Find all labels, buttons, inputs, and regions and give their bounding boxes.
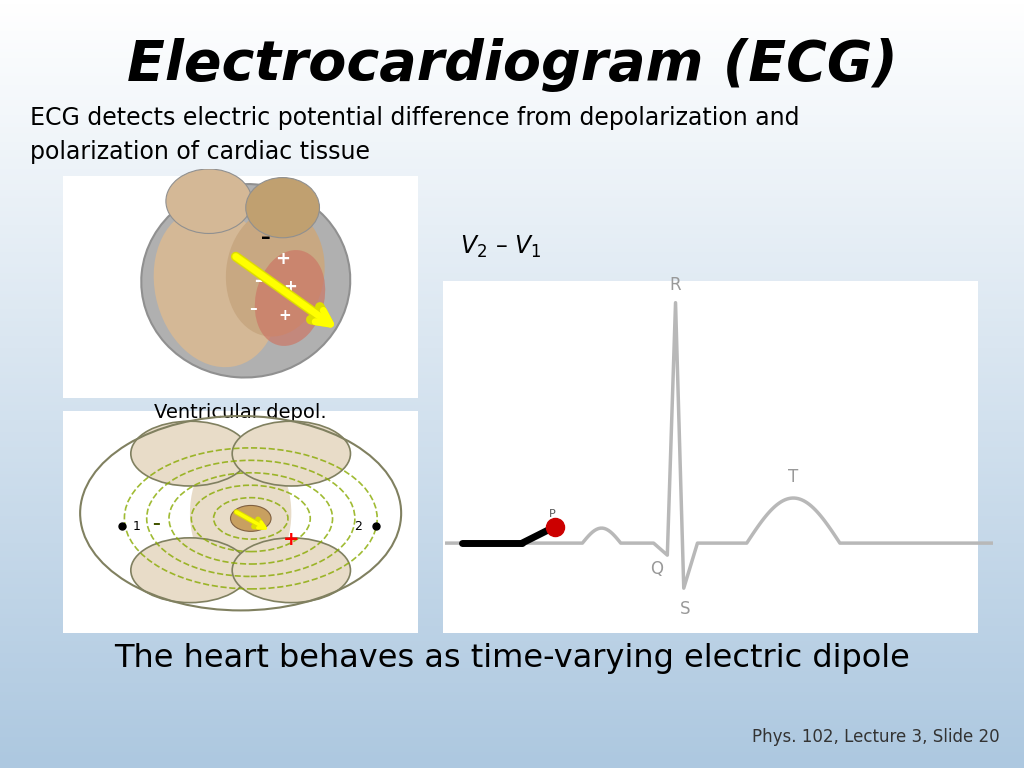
Text: 2: 2 (354, 520, 362, 533)
Text: Q: Q (650, 560, 663, 578)
Text: 1: 1 (132, 520, 140, 533)
Text: +: + (283, 278, 297, 296)
Text: –: – (261, 228, 270, 247)
Ellipse shape (141, 184, 350, 378)
Ellipse shape (166, 169, 252, 233)
Ellipse shape (246, 177, 319, 238)
Ellipse shape (190, 442, 292, 584)
Ellipse shape (154, 207, 279, 367)
Bar (63, 176, 418, 398)
Ellipse shape (131, 421, 249, 486)
Text: Ventricular depol.: Ventricular depol. (154, 403, 327, 422)
Text: R: R (670, 276, 681, 293)
Text: +: + (283, 530, 300, 548)
Text: The heart behaves as time-varying electric dipole: The heart behaves as time-varying electr… (114, 643, 910, 674)
Text: Electrocardiogram (ECG): Electrocardiogram (ECG) (127, 38, 897, 92)
Text: –: – (153, 516, 160, 531)
Ellipse shape (131, 538, 249, 603)
Text: P: P (549, 509, 556, 519)
Text: $\it{V}$$_2$ – $\it{V}$$_1$: $\it{V}$$_2$ – $\it{V}$$_1$ (460, 233, 542, 260)
Text: +: + (275, 250, 290, 268)
Bar (443, 281, 978, 633)
Text: Phys. 102, Lecture 3, Slide 20: Phys. 102, Lecture 3, Slide 20 (753, 728, 1000, 746)
Text: ECG detects electric potential difference from depolarization and
polarization o: ECG detects electric potential differenc… (30, 106, 800, 164)
Ellipse shape (232, 538, 350, 603)
Text: +: + (279, 308, 292, 323)
Text: –: – (254, 272, 262, 290)
Ellipse shape (255, 250, 326, 346)
Text: S: S (680, 601, 690, 618)
Bar (63, 411, 418, 633)
Text: –: – (249, 301, 257, 316)
Text: T: T (788, 468, 799, 486)
Ellipse shape (230, 505, 271, 531)
Ellipse shape (232, 421, 350, 486)
Ellipse shape (226, 208, 325, 336)
